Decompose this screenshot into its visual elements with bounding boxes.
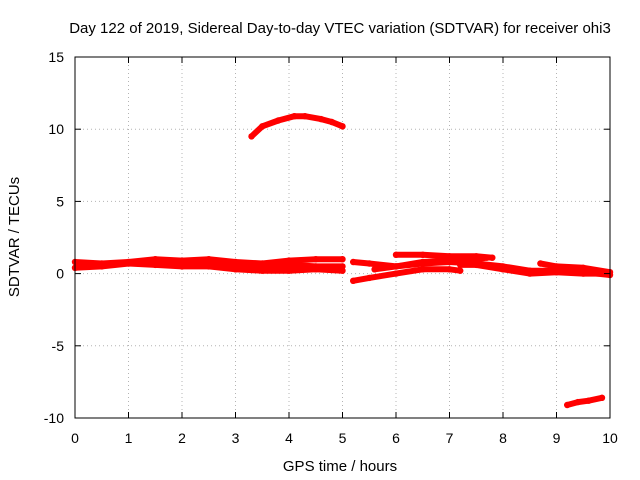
data-series-group xyxy=(71,113,614,409)
data-point xyxy=(259,123,266,130)
data-point xyxy=(339,256,346,263)
data-point xyxy=(339,263,346,270)
y-tick-label: 5 xyxy=(56,193,64,209)
grid-lines xyxy=(75,57,610,418)
x-tick-label: 0 xyxy=(71,430,79,446)
y-tick-label: 10 xyxy=(48,121,64,137)
x-tick-label: 8 xyxy=(499,430,507,446)
data-point xyxy=(392,270,400,277)
x-tick-label: 5 xyxy=(339,430,347,446)
data-point xyxy=(371,266,378,273)
x-tick-label: 10 xyxy=(602,430,618,446)
data-point xyxy=(98,263,106,270)
data-point xyxy=(125,260,132,267)
data-point xyxy=(446,266,453,273)
data-point xyxy=(392,263,400,270)
data-point xyxy=(446,253,453,260)
y-tick-label: 0 xyxy=(56,266,64,282)
y-tick-label: -10 xyxy=(44,410,64,426)
x-tick-label: 3 xyxy=(232,430,240,446)
data-point xyxy=(537,260,544,267)
data-point xyxy=(366,260,373,267)
x-tick-label: 1 xyxy=(125,430,133,446)
axis-tick-labels: 0 1 2 3 4 5 6 7 8 9 10 -10 -5 0 5 10 15 xyxy=(44,49,618,446)
data-point xyxy=(366,274,373,282)
data-point xyxy=(312,256,319,263)
data-point xyxy=(312,263,319,270)
data-point xyxy=(419,266,426,273)
data-point xyxy=(585,397,592,404)
x-tick-label: 7 xyxy=(446,430,454,446)
data-point xyxy=(259,263,266,270)
data-point xyxy=(275,117,282,124)
data-point xyxy=(499,266,507,273)
y-tick-label: 15 xyxy=(48,49,64,65)
y-axis-title: SDTVAR / TECUs xyxy=(6,177,23,297)
data-point xyxy=(392,251,400,258)
data-point xyxy=(350,277,357,284)
x-axis-title: GPS time / hours xyxy=(283,458,397,475)
data-point xyxy=(291,113,298,120)
data-point xyxy=(457,261,464,269)
x-tick-label: 2 xyxy=(178,430,186,446)
data-point xyxy=(553,269,560,276)
data-point xyxy=(489,254,496,261)
data-point xyxy=(301,113,309,120)
data-point xyxy=(473,261,480,269)
chart-title: Day 122 of 2019, Sidereal Day-to-day VTE… xyxy=(69,20,611,37)
data-point xyxy=(350,258,357,266)
data-point xyxy=(152,258,159,266)
data-point xyxy=(446,258,453,266)
data-point xyxy=(419,260,426,267)
data-point xyxy=(473,253,480,260)
data-point xyxy=(553,263,560,270)
data-point xyxy=(339,123,346,130)
data-point xyxy=(574,398,582,406)
data-point xyxy=(598,394,606,401)
data-point xyxy=(285,261,293,269)
series-line-band-i xyxy=(537,260,613,276)
data-point xyxy=(248,133,255,140)
data-point xyxy=(457,267,464,274)
x-tick-label: 6 xyxy=(392,430,400,446)
data-point xyxy=(328,118,335,126)
series-line-band-c xyxy=(152,259,346,270)
series-line-arc-lower xyxy=(564,394,605,408)
data-point xyxy=(580,264,587,271)
data-point xyxy=(564,401,571,409)
data-point xyxy=(580,270,587,277)
data-point xyxy=(526,270,533,277)
x-tick-label: 4 xyxy=(285,430,293,446)
data-point xyxy=(419,251,426,258)
data-point xyxy=(285,267,293,274)
axis-ticks xyxy=(74,56,611,419)
x-tick-label: 9 xyxy=(553,430,561,446)
data-point xyxy=(178,260,186,267)
data-point xyxy=(232,261,239,269)
y-tick-label: -5 xyxy=(52,338,65,354)
data-point xyxy=(317,115,325,123)
data-point xyxy=(205,260,212,267)
